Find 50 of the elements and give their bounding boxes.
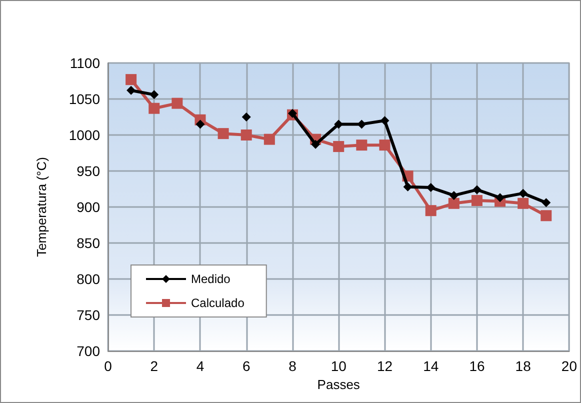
legend-label: Medido (191, 272, 231, 286)
x-tick-label: 6 (242, 358, 250, 374)
y-tick-label: 850 (76, 235, 100, 251)
point (311, 140, 320, 149)
y-tick-label: 800 (76, 271, 100, 287)
point (380, 116, 390, 126)
x-tick-label: 14 (423, 358, 439, 374)
point (196, 120, 205, 129)
y-tick-label: 750 (76, 307, 100, 323)
x-tick-label: 10 (330, 358, 347, 374)
x-tick-label: 2 (150, 358, 158, 374)
point (518, 188, 528, 198)
x-tick-label: 12 (376, 358, 393, 374)
y-tick-label: 1100 (70, 55, 100, 71)
point (472, 185, 482, 194)
x-tick-label: 20 (561, 358, 578, 374)
point (264, 134, 275, 145)
point (356, 140, 368, 151)
x-tick-label: 16 (469, 358, 485, 374)
y-tick-label: 950 (76, 163, 100, 179)
y-tick-label: 900 (76, 199, 100, 215)
point (379, 140, 390, 151)
legend-label: Calculado (191, 296, 245, 310)
point (218, 128, 229, 140)
point (449, 190, 458, 200)
point (242, 112, 251, 122)
point (126, 74, 137, 86)
point (333, 141, 344, 152)
x-tick-label: 8 (288, 358, 297, 374)
x-tick-label: 0 (104, 358, 112, 374)
point (425, 205, 436, 216)
point (496, 193, 505, 202)
y-tick-label: 700 (76, 343, 100, 359)
point (542, 198, 551, 208)
point (518, 198, 529, 209)
point (148, 102, 160, 114)
x-tick-label: 4 (196, 358, 204, 374)
point (240, 130, 252, 140)
x-tick-label: 18 (515, 358, 532, 374)
point (540, 210, 552, 222)
point (471, 195, 482, 206)
point (288, 108, 297, 118)
x-axis-title: Passes (317, 376, 360, 392)
point (172, 98, 183, 109)
y-tick-label: 1050 (68, 91, 100, 107)
y-axis-title: Temperatura (°C) (34, 157, 49, 257)
point (448, 198, 460, 209)
y-tick-label: 1000 (68, 127, 100, 143)
point (126, 86, 136, 95)
point (150, 90, 159, 100)
